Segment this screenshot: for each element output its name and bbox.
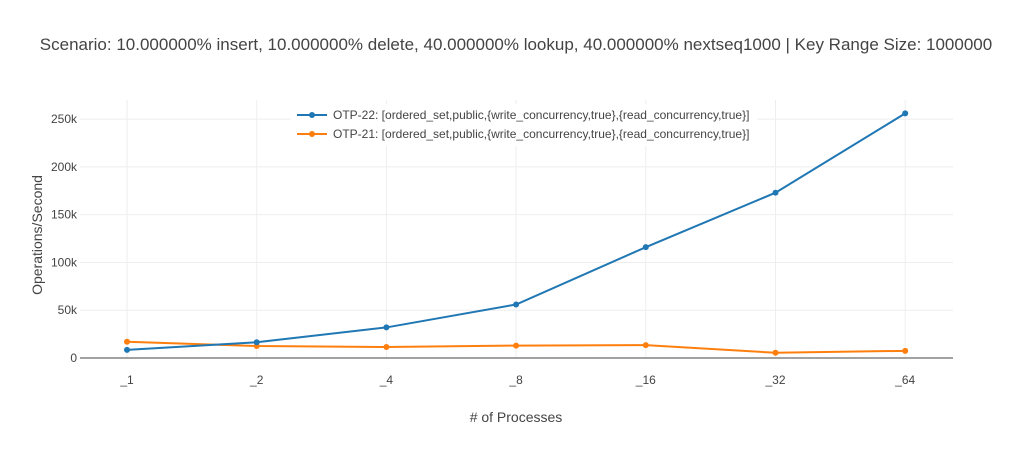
y-tick-label: 150k xyxy=(51,208,78,222)
x-tick-label: _8 xyxy=(508,373,523,387)
data-point[interactable] xyxy=(513,301,520,308)
series-1 xyxy=(124,338,909,356)
data-point[interactable] xyxy=(902,110,909,117)
data-point[interactable] xyxy=(902,347,909,354)
x-axis-ticks: _1 _2 _4 _8 _16 _32 _64 xyxy=(119,373,915,387)
x-tick-label: _32 xyxy=(764,373,785,387)
data-point[interactable] xyxy=(772,349,779,356)
data-point[interactable] xyxy=(642,342,649,349)
series-0 xyxy=(124,110,909,353)
x-tick-label: _2 xyxy=(249,373,264,387)
y-axis-title: Operations/Second xyxy=(29,175,45,295)
x-axis-title: # of Processes xyxy=(470,409,563,425)
data-point[interactable] xyxy=(642,244,649,251)
data-point[interactable] xyxy=(772,189,779,196)
y-axis-ticks: 0 50k 100k 150k 200k 250k xyxy=(51,112,78,365)
data-point[interactable] xyxy=(124,338,130,345)
y-tick-label: 250k xyxy=(51,112,78,126)
series-layer xyxy=(124,110,909,356)
x-tick-label: _64 xyxy=(894,373,915,387)
legend[interactable]: OTP-22: [ordered_set,public,{write_concu… xyxy=(291,104,757,146)
legend-item[interactable]: OTP-21: [ordered_set,public,{write_concu… xyxy=(297,127,749,141)
data-point[interactable] xyxy=(253,339,260,346)
data-point[interactable] xyxy=(513,342,520,349)
legend-marker xyxy=(309,131,315,137)
legend-label: OTP-22: [ordered_set,public,{write_concu… xyxy=(333,108,749,122)
legend-background xyxy=(291,104,757,146)
x-tick-label: _1 xyxy=(119,373,134,387)
y-tick-label: 0 xyxy=(70,351,77,365)
legend-item[interactable]: OTP-22: [ordered_set,public,{write_concu… xyxy=(297,108,749,122)
legend-label: OTP-21: [ordered_set,public,{write_concu… xyxy=(333,127,749,141)
x-tick-label: _16 xyxy=(635,373,656,387)
y-tick-label: 50k xyxy=(58,303,78,317)
y-tick-label: 100k xyxy=(51,255,78,269)
legend-marker xyxy=(309,112,315,118)
y-tick-label: 200k xyxy=(51,160,78,174)
data-point[interactable] xyxy=(124,346,130,353)
data-point[interactable] xyxy=(383,324,390,331)
data-point[interactable] xyxy=(383,344,390,351)
x-tick-label: _4 xyxy=(379,373,394,387)
chart-title: Scenario: 10.000000% insert, 10.000000% … xyxy=(40,35,992,54)
